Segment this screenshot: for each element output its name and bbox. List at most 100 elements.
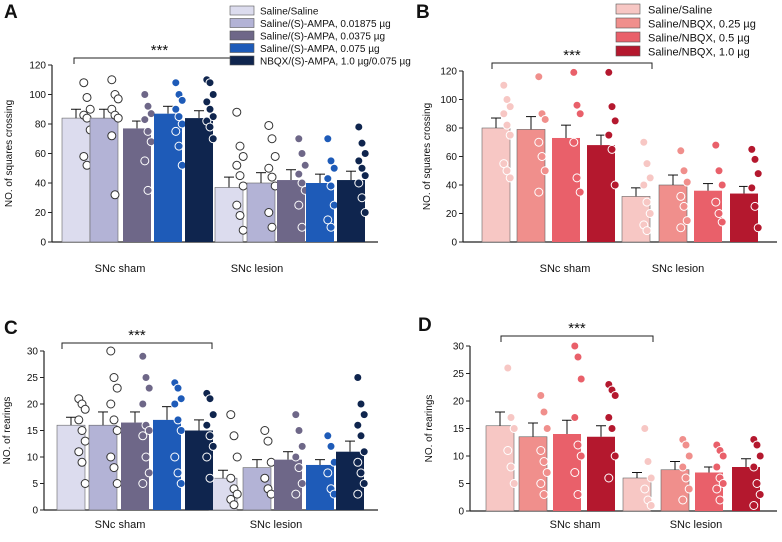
data-point xyxy=(267,134,277,144)
data-point xyxy=(297,441,307,451)
data-point xyxy=(718,479,728,488)
data-point xyxy=(229,431,239,441)
y-axis-label: NO. of squares crossing xyxy=(422,103,433,210)
data-point xyxy=(238,181,248,191)
data-point xyxy=(229,500,239,510)
data-point xyxy=(711,197,721,207)
data-point xyxy=(144,383,154,393)
data-point xyxy=(226,410,236,420)
data-point xyxy=(569,137,579,147)
category-label: SNc sham xyxy=(540,263,591,275)
legend-label: Saline/Saline xyxy=(260,7,319,18)
data-point xyxy=(138,351,148,361)
significance-bracket xyxy=(500,335,654,342)
legend-label: Saline/NBQX, 0.5 µg xyxy=(648,33,750,45)
data-point xyxy=(499,80,509,90)
data-point xyxy=(576,451,586,461)
data-point xyxy=(140,156,150,166)
data-point xyxy=(109,415,119,425)
data-point xyxy=(570,341,580,351)
data-point xyxy=(715,495,725,505)
data-point xyxy=(749,501,759,510)
data-point xyxy=(205,78,215,88)
data-point xyxy=(82,92,92,102)
bar xyxy=(516,129,546,243)
data-point xyxy=(356,399,366,409)
significance-bracket xyxy=(61,342,213,349)
data-point xyxy=(534,72,544,82)
legend-swatch xyxy=(229,5,255,16)
data-point xyxy=(717,180,727,190)
data-point xyxy=(353,373,363,382)
y-tick-label: 100 xyxy=(440,95,457,106)
data-point xyxy=(173,383,183,393)
data-point xyxy=(106,346,116,356)
data-point xyxy=(539,490,549,499)
data-point xyxy=(502,120,512,130)
y-tick-label: 30 xyxy=(27,347,39,358)
data-point xyxy=(646,501,656,510)
data-point xyxy=(536,479,546,488)
data-point xyxy=(141,452,151,462)
legend-swatch xyxy=(615,31,641,43)
data-point xyxy=(506,462,516,472)
panel-c: C 0 5 10 15 20 25 30 NO. of rearings *** SNc sham S… xyxy=(2,318,378,531)
data-point xyxy=(291,452,301,462)
data-point xyxy=(639,137,649,147)
data-point xyxy=(750,154,760,164)
y-tick-label: 120 xyxy=(440,67,457,78)
bar xyxy=(552,137,580,242)
data-point xyxy=(297,479,307,488)
data-point xyxy=(712,484,722,494)
data-point xyxy=(750,201,760,211)
data-point xyxy=(684,484,694,494)
panel-b: B 0 20 40 60 80 100 120 NO. of squares crossing *… xyxy=(416,2,777,275)
data-point xyxy=(144,468,154,478)
data-point xyxy=(238,151,248,161)
data-point xyxy=(171,104,181,114)
y-tick-label: 0 xyxy=(451,238,457,249)
data-point xyxy=(235,171,245,181)
data-point xyxy=(537,152,547,161)
data-point xyxy=(232,489,242,499)
y-tick-label: 25 xyxy=(27,373,39,384)
data-point xyxy=(174,112,184,122)
data-point xyxy=(297,222,307,232)
category-label: SNc sham xyxy=(95,263,146,275)
data-point xyxy=(208,441,218,451)
data-point xyxy=(85,104,95,114)
data-point xyxy=(232,160,242,170)
data-point xyxy=(573,440,583,450)
data-point xyxy=(610,116,620,126)
data-point xyxy=(356,431,366,441)
bar xyxy=(56,424,86,511)
data-point xyxy=(208,410,218,420)
data-point xyxy=(326,181,336,191)
data-point xyxy=(717,217,727,227)
data-point xyxy=(357,193,367,203)
data-point xyxy=(264,120,274,130)
bar xyxy=(587,145,615,242)
y-tick-label: 80 xyxy=(35,120,47,131)
data-point xyxy=(106,399,116,409)
bar xyxy=(481,127,511,243)
y-axis-label: NO. of squares crossing xyxy=(4,100,15,207)
legend-label: Saline/(S)-AMPA, 0.0375 µg xyxy=(260,32,385,43)
bar xyxy=(337,180,365,242)
data-point xyxy=(505,102,515,112)
data-point xyxy=(682,177,692,187)
data-point xyxy=(354,122,364,132)
data-point xyxy=(682,216,692,226)
y-tick-label: 60 xyxy=(446,152,458,163)
data-point xyxy=(113,113,123,123)
data-point xyxy=(684,451,694,461)
data-point xyxy=(505,130,515,140)
bar xyxy=(61,117,91,243)
data-point xyxy=(645,209,655,218)
data-point xyxy=(138,399,148,409)
data-point xyxy=(643,457,653,466)
significance-label: *** xyxy=(151,42,169,59)
data-point xyxy=(235,210,245,220)
data-point xyxy=(208,90,218,99)
data-point xyxy=(300,160,310,170)
